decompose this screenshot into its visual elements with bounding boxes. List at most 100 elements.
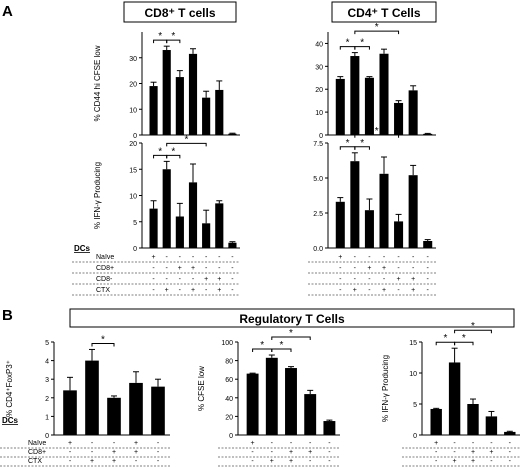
- y-tick-label: 0: [133, 133, 137, 140]
- condition-mark: -: [135, 458, 138, 465]
- condition-mark: -: [472, 440, 475, 447]
- condition-mark: -: [490, 458, 493, 465]
- condition-mark: +: [191, 287, 195, 294]
- bar: [408, 175, 418, 248]
- bar: [394, 221, 404, 248]
- row-label: CD8+: [28, 449, 46, 456]
- condition-mark: -: [231, 276, 234, 283]
- bar: [202, 97, 211, 135]
- condition-mark: -: [231, 265, 234, 272]
- bar: [188, 182, 198, 248]
- bar: [246, 373, 259, 435]
- condition-mark: -: [205, 287, 208, 294]
- bar: [285, 368, 297, 435]
- panel-b-letter: B: [2, 307, 13, 324]
- condition-mark: -: [179, 254, 182, 261]
- y-tick-label: 5.0: [313, 176, 323, 183]
- y-tick-label: 80: [225, 359, 233, 366]
- condition-mark: -: [383, 276, 386, 283]
- condition-mark: +: [382, 265, 386, 272]
- cd4-header-box: [331, 1, 437, 23]
- condition-mark: -: [91, 449, 94, 456]
- y-tick-label: 5: [45, 340, 49, 347]
- bar: [379, 173, 389, 248]
- condition-mark: +: [251, 440, 255, 447]
- dcs-label-a: DCs: [74, 244, 91, 253]
- panel-a-letter: A: [2, 3, 13, 20]
- bar: [423, 241, 433, 248]
- sig-asterisk: *: [171, 146, 175, 157]
- condition-mark: -: [166, 254, 169, 261]
- condition-mark: -: [368, 276, 371, 283]
- condition-mark: +: [411, 287, 415, 294]
- bar: [202, 223, 211, 248]
- condition-mark: -: [69, 458, 72, 465]
- condition-mark: -: [218, 265, 221, 272]
- condition-mark: -: [368, 254, 371, 261]
- sig-bracket: [91, 342, 115, 347]
- condition-mark: -: [435, 449, 438, 456]
- condition-mark: -: [218, 254, 221, 261]
- sig-asterisk: *: [360, 138, 364, 149]
- cd4-header: CD4⁺ T Cells: [347, 6, 420, 20]
- y-tick-label: 0: [133, 246, 137, 253]
- condition-mark: +: [471, 458, 475, 465]
- condition-mark: +: [112, 449, 116, 456]
- y-tick-label: 20: [315, 87, 323, 94]
- row-label: Naïve: [28, 440, 46, 447]
- y-tick-label: 30: [129, 56, 137, 63]
- bar: [485, 416, 498, 435]
- sig-asterisk: *: [346, 38, 350, 49]
- sig-bracket: [354, 146, 370, 150]
- condition-mark: +: [191, 265, 195, 272]
- bar: [228, 242, 237, 248]
- sig-asterisk: *: [471, 321, 475, 332]
- y-axis-label: % CD4⁺FoxP3⁺: [5, 360, 14, 417]
- chart-cd8_ifng: 0 5 10 15 20 % IFN-γ Producing * * *: [93, 134, 240, 253]
- condition-mark: -: [427, 265, 430, 272]
- condition-mark: -: [397, 254, 400, 261]
- condition-mark: -: [509, 449, 512, 456]
- chart-treg_ifng: 0 5 10 15 % IFN-γ Producing * * *: [381, 321, 520, 440]
- bar: [408, 90, 418, 135]
- bar: [175, 77, 184, 135]
- sig-asterisk: *: [462, 333, 466, 344]
- condition-mark: -: [91, 440, 94, 447]
- condition-mark: +: [152, 254, 156, 261]
- condition-mark: +: [353, 287, 357, 294]
- condition-mark: +: [134, 440, 138, 447]
- y-tick-label: 7.5: [313, 141, 323, 148]
- condition-mark: -: [490, 440, 493, 447]
- y-tick-label: 100: [221, 340, 233, 347]
- condition-mark: -: [328, 458, 331, 465]
- bar: [364, 77, 374, 135]
- chart-cd4_cfse: 0 10 20 30 40 * * *: [315, 22, 436, 140]
- row-label: CD8+: [96, 265, 114, 272]
- sig-asterisk: *: [171, 31, 175, 42]
- bar: [364, 210, 374, 248]
- treg-header-box: [69, 308, 515, 328]
- condition-mark: +: [134, 449, 138, 456]
- y-tick-label: 4: [45, 359, 49, 366]
- condition-mark: -: [328, 440, 331, 447]
- condition-mark: -: [397, 265, 400, 272]
- chart-treg_cfse: 0 20 40 60 80 100 % CFSE low * * *: [197, 328, 340, 440]
- condition-mark: -: [453, 449, 456, 456]
- condition-mark: -: [354, 276, 357, 283]
- sig-asterisk: *: [158, 146, 162, 157]
- sig-asterisk: *: [279, 340, 283, 351]
- bar: [379, 53, 389, 135]
- y-tick-label: 10: [129, 107, 137, 114]
- condition-mark: -: [368, 287, 371, 294]
- bar: [151, 386, 165, 435]
- condition-mark: +: [411, 276, 415, 283]
- condition-mark: +: [308, 449, 312, 456]
- sig-bracket: [354, 134, 400, 138]
- sig-asterisk: *: [289, 328, 293, 339]
- condition-mark: -: [231, 287, 234, 294]
- condition-mark: -: [152, 287, 155, 294]
- row-label: CTX: [28, 458, 42, 465]
- y-tick-label: 20: [225, 414, 233, 421]
- condition-mark: -: [205, 254, 208, 261]
